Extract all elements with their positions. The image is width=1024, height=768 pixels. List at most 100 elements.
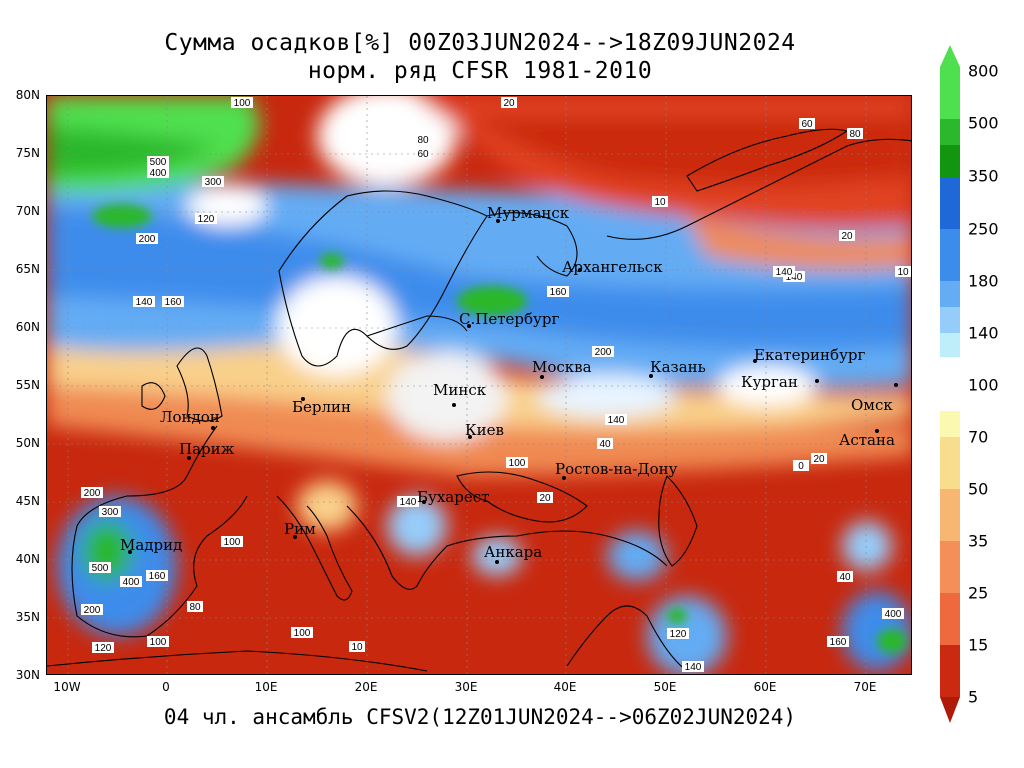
legend-label-500: 500 [968, 113, 999, 133]
svg-text:20: 20 [841, 231, 853, 242]
svg-text:400: 400 [885, 609, 902, 620]
lat-label-60n: 60N [15, 320, 40, 334]
svg-text:80: 80 [849, 129, 861, 140]
city-marker-astana [875, 429, 879, 433]
city-marker-st-petersburg [467, 324, 471, 328]
svg-text:200: 200 [84, 488, 101, 499]
lat-label-35n: 35N [15, 610, 40, 624]
svg-text:10: 10 [654, 197, 666, 208]
lon-label-10w: 10W [53, 680, 81, 694]
chart-title: Сумма осадков[%] 00Z03JUN2024-->18Z09JUN… [164, 30, 796, 56]
city-label-kurgan: Курган [741, 373, 798, 391]
legend-label-350: 350 [968, 166, 999, 186]
city-label-bucharest: Бухарест [417, 488, 490, 506]
city-marker-madrid [128, 550, 132, 554]
legend-label-800: 800 [968, 61, 999, 81]
map-field: 20 100 80 60 140 200 160 300 500 400 120… [47, 96, 911, 674]
svg-text:10: 10 [897, 267, 909, 278]
svg-text:200: 200 [84, 605, 101, 616]
svg-text:100: 100 [224, 537, 241, 548]
legend-label-250: 250 [968, 219, 999, 239]
lon-label-20e: 20E [354, 680, 378, 694]
svg-text:160: 160 [149, 571, 166, 582]
svg-text:80: 80 [189, 602, 201, 613]
city-marker-arkhangelsk [578, 268, 582, 272]
svg-text:10: 10 [351, 642, 363, 653]
legend-label-50: 50 [968, 479, 989, 499]
svg-text:20: 20 [503, 98, 515, 109]
city-label-rome: Рим [284, 520, 316, 538]
svg-text:140: 140 [136, 297, 153, 308]
svg-text:300: 300 [102, 507, 119, 518]
svg-text:120: 120 [95, 643, 112, 654]
city-marker-kiev [468, 435, 472, 439]
svg-text:140: 140 [400, 497, 417, 508]
city-marker-berlin [301, 397, 305, 401]
ensemble-caption: 04 чл. ансамбль CFSV2(12Z01JUN2024-->06Z… [163, 705, 797, 729]
svg-text:100: 100 [150, 637, 167, 648]
coastlines [47, 128, 911, 672]
legend-label-70: 70 [968, 427, 989, 447]
svg-text:160: 160 [165, 297, 182, 308]
city-label-paris: Париж [179, 440, 235, 458]
legend-label-25: 25 [968, 583, 989, 603]
city-marker-paris [187, 456, 191, 460]
city-label-kazan: Казань [650, 358, 706, 376]
svg-text:100: 100 [509, 458, 526, 469]
svg-text:200: 200 [139, 234, 156, 245]
city-label-ankara: Анкара [484, 543, 543, 561]
lat-label-45n: 45N [15, 494, 40, 508]
svg-text:40: 40 [599, 439, 611, 450]
chart-subtitle: норм. ряд CFSR 1981-2010 [307, 58, 653, 84]
city-label-london: Лондон [160, 408, 220, 426]
city-marker-london [211, 426, 215, 430]
city-label-kiev: Киев [465, 421, 504, 439]
svg-text:160: 160 [550, 287, 567, 298]
svg-text:140: 140 [776, 267, 793, 278]
city-label-omsk: Омск [851, 396, 893, 414]
color-legend: 800 500 350 250 180 140 100 70 50 35 25 … [940, 45, 1024, 725]
svg-text:500: 500 [92, 563, 109, 574]
city-label-berlin: Берлин [292, 398, 352, 416]
svg-text:140: 140 [685, 662, 702, 673]
svg-text:300: 300 [205, 177, 222, 188]
lat-label-70n: 70N [15, 204, 40, 218]
svg-text:20: 20 [539, 493, 551, 504]
legend-label-180: 180 [968, 271, 999, 291]
city-label-minsk: Минск [433, 381, 487, 399]
city-marker-kazan [649, 374, 653, 378]
svg-text:40: 40 [839, 572, 851, 583]
city-marker-rostov [562, 476, 566, 480]
city-label-murmansk: Мурманск [487, 204, 570, 222]
svg-text:120: 120 [670, 629, 687, 640]
lat-label-50n: 50N [15, 436, 40, 450]
city-marker-yekaterinburg [753, 359, 757, 363]
svg-text:80: 80 [417, 135, 429, 146]
city-marker-moscow [540, 375, 544, 379]
lon-label-10e: 10E [254, 680, 278, 694]
city-marker-ankara [495, 560, 499, 564]
city-marker-bucharest [422, 500, 426, 504]
city-label-arkhangelsk: Архангельск [562, 258, 663, 276]
contour-labels: 20 100 80 60 140 200 160 300 500 400 120… [81, 97, 911, 673]
svg-text:120: 120 [198, 214, 215, 225]
svg-text:60: 60 [417, 149, 429, 160]
lon-label-40e: 40E [553, 680, 577, 694]
city-marker-rome [293, 535, 297, 539]
lat-label-65n: 65N [15, 262, 40, 276]
lon-label-70e: 70E [853, 680, 877, 694]
city-marker-omsk [894, 383, 898, 387]
svg-text:100: 100 [234, 98, 251, 109]
city-label-rostov: Ростов-на-Дону [555, 460, 678, 478]
city-label-astana: Астана [839, 431, 895, 449]
lat-label-30n: 30N [15, 668, 40, 682]
lat-label-80n: 80N [15, 88, 40, 102]
legend-label-100: 100 [968, 375, 999, 395]
lat-label-55n: 55N [15, 378, 40, 392]
lon-label-0: 0 [162, 680, 170, 694]
svg-text:140: 140 [786, 272, 803, 283]
city-label-st-petersburg: С.Петербург [459, 310, 560, 328]
svg-text:0: 0 [798, 461, 804, 472]
legend-label-5: 5 [968, 687, 979, 707]
city-label-madrid: Мадрид [120, 536, 183, 554]
